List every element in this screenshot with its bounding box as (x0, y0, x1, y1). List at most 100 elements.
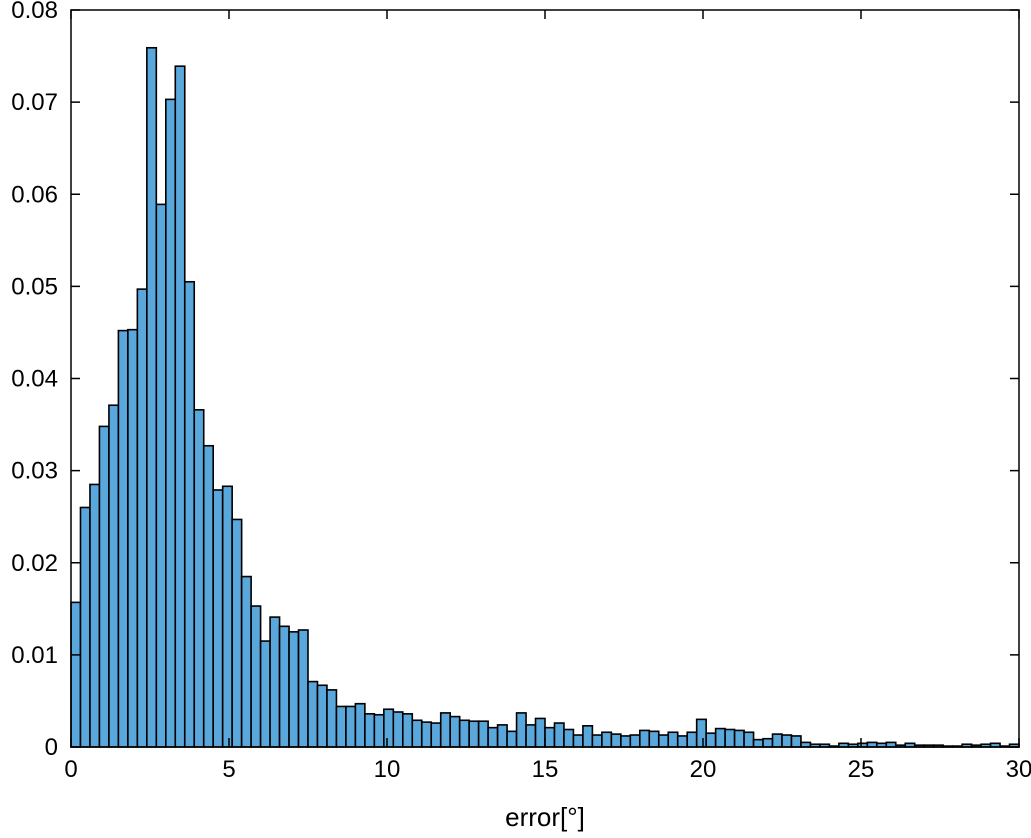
x-tick-label: 15 (532, 756, 559, 783)
histogram-bar (202, 444, 215, 748)
y-tick-label: 0.07 (11, 89, 58, 116)
x-tick-label: 30 (1006, 756, 1031, 783)
histogram-bar (525, 724, 537, 748)
plot-frame (70, 9, 1020, 748)
histogram-bar (506, 730, 518, 748)
histogram-bar (638, 729, 651, 748)
histogram-bar (383, 708, 395, 748)
histogram-bar (620, 735, 632, 748)
histogram-bar (553, 722, 565, 748)
histogram-bar (449, 715, 461, 748)
x-axis-label: error[°] (505, 802, 585, 832)
histogram-bar (326, 689, 338, 748)
histogram-bar (439, 712, 452, 748)
x-tick-label: 0 (64, 756, 77, 783)
histogram-bar (591, 734, 603, 748)
histogram-bar (89, 483, 101, 748)
histogram-bar (193, 409, 205, 748)
histogram-bar (155, 203, 167, 748)
x-tick-labels: 0 5 10 15 20 25 30 (64, 756, 1031, 783)
histogram-bar (98, 425, 110, 748)
histogram-bar (714, 727, 726, 748)
histogram-bar (582, 725, 594, 748)
histogram-bar (790, 735, 802, 748)
histogram-bar (430, 722, 442, 748)
histogram-bar (695, 718, 707, 748)
histogram-bar (733, 729, 745, 748)
histogram-bar (705, 732, 717, 748)
histogram-bar (572, 734, 584, 748)
histogram-bar (401, 713, 414, 748)
histogram-bar (278, 625, 290, 748)
histogram-bar (676, 735, 688, 748)
y-tick-label: 0.04 (11, 366, 58, 393)
histogram-bar (752, 738, 764, 748)
histogram-bar (534, 717, 546, 748)
histogram-bar (771, 733, 783, 748)
histogram-bar (117, 329, 129, 748)
histogram-bar (250, 605, 262, 748)
histogram-bar (212, 489, 224, 748)
y-tick-label: 0.03 (11, 458, 58, 485)
histogram-bar (269, 616, 281, 748)
histogram-bar (686, 731, 698, 748)
y-tick-label: 0.06 (11, 181, 58, 208)
histogram-bar (297, 629, 309, 748)
histogram-bar (648, 730, 660, 748)
histogram-bar (657, 734, 670, 748)
histogram-bar (781, 734, 793, 748)
x-tick-label: 25 (848, 756, 875, 783)
histogram-bar (515, 712, 527, 748)
histogram-bar (288, 631, 300, 748)
histogram-bar (354, 702, 366, 748)
histogram-bar (743, 731, 755, 748)
histogram-bar (364, 713, 376, 748)
histogram-bar (183, 280, 196, 748)
histogram-bar (563, 728, 575, 748)
histogram-bar (392, 711, 404, 748)
y-tick-label: 0 (45, 734, 58, 761)
y-tick-label: 0.05 (11, 273, 58, 300)
histogram-bar (496, 724, 508, 748)
y-tick-labels: 0 0.01 0.02 0.03 0.04 0.05 0.06 0.07 0.08 (11, 0, 58, 761)
x-tick-label: 10 (374, 756, 401, 783)
histogram-bar (335, 705, 347, 748)
histogram-bar (316, 684, 328, 748)
histogram-bar (667, 731, 679, 748)
histogram-bar (468, 720, 480, 748)
histogram-bar (136, 288, 148, 748)
histogram-bar (629, 734, 641, 748)
histogram-bar (610, 733, 622, 748)
histogram-bar (601, 731, 613, 748)
histogram-bar (108, 404, 120, 748)
histogram-bar (477, 720, 489, 748)
histogram-bar (373, 713, 385, 748)
histogram-bar (221, 485, 233, 748)
histogram-bar (307, 680, 319, 748)
histogram-bar (458, 719, 470, 748)
histogram-bar (165, 98, 177, 748)
bars-layer (70, 46, 1020, 748)
histogram-bar (146, 46, 158, 748)
x-tick-label: 5 (222, 756, 235, 783)
histogram-bar (724, 728, 736, 748)
y-tick-label: 0.01 (11, 642, 58, 669)
x-tick-label: 20 (690, 756, 717, 783)
histogram-bar (240, 575, 252, 748)
histogram-bar (345, 705, 357, 748)
histogram-bar (420, 721, 433, 748)
y-tick-label: 0.08 (11, 0, 58, 24)
histogram-bar (411, 719, 423, 748)
histogram-bar (174, 65, 186, 748)
histogram-bar (127, 328, 139, 748)
histogram-bar (487, 726, 499, 748)
y-tick-label: 0.02 (11, 550, 58, 577)
histogram-bar (762, 737, 774, 748)
histogram-bar (544, 726, 556, 748)
histogram-bar (259, 640, 271, 748)
histogram-bar (70, 601, 82, 748)
histogram-bar (231, 518, 243, 748)
histogram-bar (79, 506, 91, 748)
